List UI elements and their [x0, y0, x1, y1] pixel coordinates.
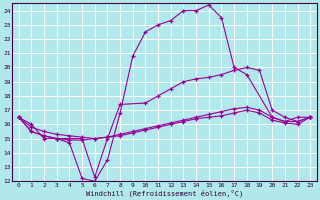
- X-axis label: Windchill (Refroidissement éolien,°C): Windchill (Refroidissement éolien,°C): [86, 189, 243, 197]
